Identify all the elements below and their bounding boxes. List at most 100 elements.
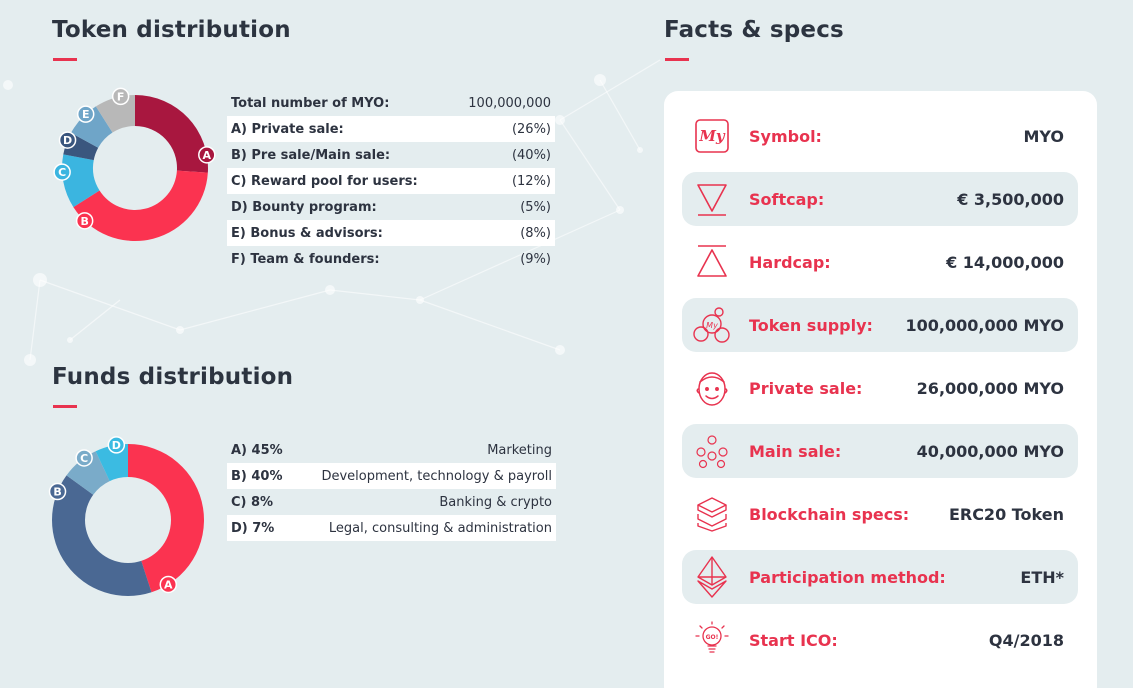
row-label: A) Private sale: <box>231 121 344 137</box>
donut-badge-d <box>58 131 77 149</box>
table-row: F) Team & founders: (9%) <box>227 246 555 272</box>
facts-title-underline <box>665 58 689 61</box>
row-label: B) 40% <box>231 468 283 484</box>
triangle-up-icon <box>692 242 732 282</box>
donut-slice-c <box>62 154 100 208</box>
row-value: (40%) <box>511 147 551 163</box>
table-row: Total number of MYO: 100,000,000 <box>227 90 555 116</box>
row-label: F) Team & founders: <box>231 251 380 267</box>
fact-value: € 3,500,000 <box>957 189 1064 209</box>
token-title-underline <box>53 58 77 61</box>
fact-value: ETH* <box>1020 567 1064 587</box>
row-value: (5%) <box>520 199 551 215</box>
donut-slice-e <box>71 106 113 148</box>
fact-row-symbol: My Symbol: MYO <box>682 109 1078 163</box>
svg-text:GO!: GO! <box>706 634 719 641</box>
row-value: Banking & crypto <box>439 494 552 510</box>
row-value: Development, technology & payroll <box>321 468 552 484</box>
people-icon <box>692 431 732 471</box>
table-row: D) Bounty program: (5%) <box>227 194 555 220</box>
donut-badge-label: C <box>80 452 88 465</box>
fact-row-participation-method: Participation method: ETH* <box>682 550 1078 604</box>
row-label: D) 7% <box>231 520 275 536</box>
donut-badge-label: D <box>63 134 72 147</box>
fact-value: Q4/2018 <box>988 630 1064 650</box>
fact-row-blockchain-specs: Blockchain specs: ERC20 Token <box>682 487 1078 541</box>
fact-label: Softcap: <box>749 189 825 209</box>
row-value: Legal, consulting & administration <box>328 520 552 536</box>
facts-specs-title: Facts & specs <box>664 17 844 43</box>
donut-badge-a <box>198 146 216 164</box>
table-row: B) 40% Development, technology & payroll <box>227 463 556 489</box>
row-label: C) 8% <box>231 494 274 510</box>
row-label: A) 45% <box>231 442 283 458</box>
coins-icon: My <box>692 305 732 345</box>
fact-value: 100,000,000 MYO <box>905 315 1064 335</box>
funds-distribution-donut-chart: A B C D <box>48 436 204 596</box>
donut-badge-label: B <box>53 486 61 499</box>
my-logo-icon: My <box>692 116 732 156</box>
fact-label: Main sale: <box>749 441 842 461</box>
triangle-down-icon <box>692 179 732 219</box>
fact-label: Blockchain specs: <box>749 504 910 524</box>
table-row: D) 7% Legal, consulting & administration <box>227 515 556 541</box>
table-row: A) Private sale: (26%) <box>227 116 555 142</box>
row-value: 100,000,000 <box>468 95 551 111</box>
donut-badge-label: A <box>203 149 212 162</box>
row-value: (26%) <box>511 121 551 137</box>
table-row: C) Reward pool for users: (12%) <box>227 168 555 194</box>
donut-slice-a <box>135 95 208 173</box>
table-row: C) 8% Banking & crypto <box>227 489 556 515</box>
row-value: (12%) <box>511 173 551 189</box>
fact-value: 40,000,000 MYO <box>916 441 1064 461</box>
table-row: A) 45% Marketing <box>227 437 556 463</box>
token-distribution-table: Total number of MYO: 100,000,000 A) Priv… <box>227 90 555 272</box>
donut-badge-label: A <box>164 578 173 591</box>
funds-title-underline <box>53 405 77 408</box>
fact-row-private-sale: Private sale: 26,000,000 MYO <box>682 361 1078 415</box>
donut-badge-c <box>75 449 93 467</box>
fact-label: Token supply: <box>749 315 873 335</box>
fact-row-main-sale: Main sale: 40,000,000 MYO <box>682 424 1078 478</box>
row-label: C) Reward pool for users: <box>231 173 418 189</box>
fact-label: Symbol: <box>749 126 822 146</box>
fact-row-hardcap: Hardcap: € 14,000,000 <box>682 235 1078 289</box>
donut-badge-f <box>111 87 130 106</box>
facts-card: My Symbol: MYO Softcap: € 3,500,000 Hard… <box>664 91 1097 688</box>
face-icon <box>692 368 732 408</box>
donut-slice-f <box>95 95 135 133</box>
fact-label: Hardcap: <box>749 252 831 272</box>
donut-badge-d <box>107 436 126 454</box>
fact-value: € 14,000,000 <box>946 252 1064 272</box>
funds-distribution-title: Funds distribution <box>52 364 294 390</box>
row-label: D) Bounty program: <box>231 199 377 215</box>
token-distribution-title: Token distribution <box>52 17 291 43</box>
fact-row-token-supply: My Token supply: 100,000,000 MYO <box>682 298 1078 352</box>
blocks-icon <box>692 494 732 534</box>
donut-slice-d <box>95 444 128 482</box>
donut-badge-label: C <box>58 166 66 179</box>
row-label: B) Pre sale/Main sale: <box>231 147 391 163</box>
donut-badge-c <box>53 163 71 181</box>
donut-slice-a <box>128 444 204 593</box>
fact-label: Participation method: <box>749 567 946 587</box>
row-label: E) Bonus & advisors: <box>231 225 383 241</box>
row-value: (8%) <box>520 225 551 241</box>
donut-slice-b <box>73 170 208 241</box>
funds-distribution-table: A) 45% Marketing B) 40% Development, tec… <box>227 437 556 541</box>
fact-row-start-ico: GO! Start ICO: Q4/2018 <box>682 613 1078 667</box>
donut-badge-label: E <box>82 108 90 121</box>
ethereum-icon <box>692 556 732 598</box>
fact-value: 26,000,000 MYO <box>916 378 1064 398</box>
donut-slice-b <box>52 475 152 596</box>
fact-label: Private sale: <box>749 378 863 398</box>
table-row: B) Pre sale/Main sale: (40%) <box>227 142 555 168</box>
row-value: Marketing <box>487 442 552 458</box>
svg-text:My: My <box>698 127 726 145</box>
row-label: Total number of MYO: <box>231 95 390 111</box>
fact-value: MYO <box>1023 126 1064 146</box>
donut-badge-b <box>75 212 94 230</box>
fact-value: ERC20 Token <box>948 504 1064 524</box>
donut-badge-label: B <box>80 215 88 228</box>
